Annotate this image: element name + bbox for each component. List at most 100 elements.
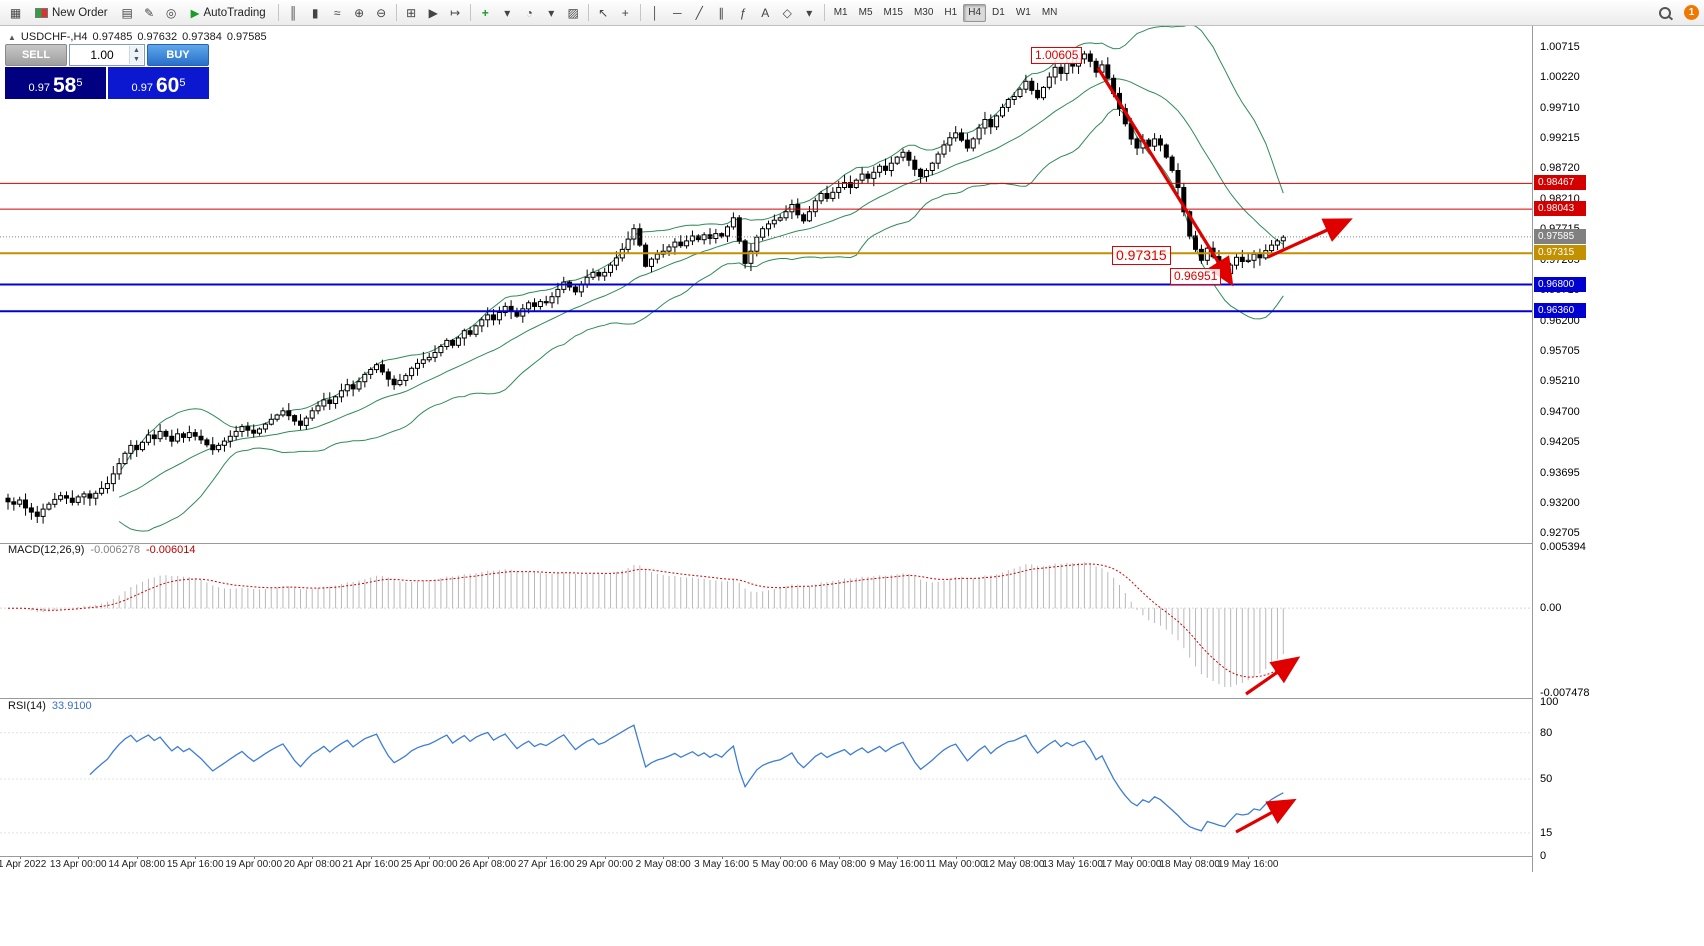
indicators-icon[interactable]: + [475, 3, 496, 23]
buy-price-pips: 60 [155, 74, 180, 97]
autotrading-button[interactable]: ▶ AutoTrading [183, 3, 274, 23]
price-axis-label: 1.00220 [1540, 71, 1580, 83]
zoom-in-icon[interactable]: ⊕ [349, 3, 370, 23]
trendline-icon[interactable]: ╱ [689, 3, 710, 23]
time-axis-tick [955, 857, 957, 859]
auto-scroll-icon: ▶ [428, 5, 438, 20]
bar-chart-icon[interactable]: ║ [283, 3, 304, 23]
fibonacci-icon[interactable]: ƒ [733, 3, 754, 23]
time-axis-tick [1189, 857, 1191, 859]
annotation-low-price[interactable]: 0.96951 [1170, 268, 1222, 285]
time-axis-tick [838, 857, 840, 859]
timeframe-d1[interactable]: D1 [987, 4, 1010, 22]
volume-up-button[interactable]: ▲ [130, 46, 143, 55]
annotation-peak-price[interactable]: 1.00605 [1031, 47, 1083, 64]
toolbar-separator [823, 4, 825, 21]
panel-separator-rsi[interactable] [0, 698, 1704, 699]
timeframe-h1[interactable]: H1 [939, 4, 962, 22]
toolbar-separator [587, 4, 589, 21]
chart-profiles-icon: ▤ [121, 5, 133, 20]
chart-canvas[interactable]: ▲ USDCHF-,H4 0.97485 0.97632 0.97384 0.9… [0, 26, 1532, 872]
buy-price[interactable]: 0.97 60 5 [108, 67, 209, 99]
rsi-axis-label: 0 [1540, 850, 1547, 862]
shapes-icon: ◇ [782, 5, 792, 20]
chart-profiles-icon[interactable]: ▤ [117, 3, 138, 23]
time-axis-tick [1248, 857, 1250, 859]
terminal-icon[interactable]: ◎ [161, 3, 182, 23]
crosshair-icon[interactable]: + [615, 3, 636, 23]
timeframe-mn[interactable]: MN [1037, 4, 1063, 22]
sell-button[interactable]: SELL [5, 44, 67, 66]
toolbar-separator [469, 4, 471, 21]
indicators-dropdown-icon[interactable]: ▾ [497, 3, 518, 23]
time-axis-tick [897, 857, 899, 859]
tile-windows-icon[interactable]: ⊞ [401, 3, 422, 23]
price-tag-0.97315: 0.97315 [1534, 245, 1586, 260]
time-axis-tick [253, 857, 255, 859]
time-axis-label: 3 May 16:00 [694, 859, 750, 870]
new-chart-icon[interactable]: ▦ [5, 3, 26, 23]
zoom-out-icon: ⊖ [376, 5, 387, 20]
shapes-icon[interactable]: ◇ [777, 3, 798, 23]
timeframe-h4[interactable]: H4 [963, 3, 987, 22]
search-icon[interactable] [1655, 3, 1679, 23]
price-axis[interactable]: 1.00715 1.00220 0.99710 0.99215 0.98720 0.982… [1533, 26, 1704, 872]
volume-down-button[interactable]: ▼ [130, 55, 143, 64]
vertical-line-icon[interactable]: │ [645, 3, 666, 23]
new-order-button[interactable]: New Order [27, 3, 116, 23]
buy-button[interactable]: BUY [147, 44, 209, 66]
zoom-out-icon[interactable]: ⊖ [371, 3, 392, 23]
fibonacci-icon: ƒ [739, 5, 747, 20]
volume-spin-buttons[interactable]: ▲ ▼ [129, 46, 143, 64]
time-axis-tick [546, 857, 548, 859]
text-icon[interactable]: A [755, 3, 776, 23]
sell-price[interactable]: 0.97 58 5 [5, 67, 106, 99]
new-order-icon [35, 7, 48, 18]
volume-value[interactable]: 1.00 [90, 48, 114, 62]
volume-stepper[interactable]: 1.00 ▲ ▼ [69, 44, 145, 66]
timeframe-m1[interactable]: M1 [829, 4, 853, 22]
shapes-dropdown-icon[interactable]: ▾ [799, 3, 820, 23]
price-tag-0.98043: 0.98043 [1534, 201, 1586, 216]
chart-shift-icon[interactable]: ↦ [445, 3, 466, 23]
candlestick-chart-icon[interactable]: ▮ [305, 3, 326, 23]
timeframe-m5[interactable]: M5 [854, 4, 878, 22]
price-axis-label: 0.99215 [1540, 132, 1580, 144]
timeframe-w1[interactable]: W1 [1011, 4, 1036, 22]
chart-plot[interactable] [0, 26, 1532, 872]
periods-icon[interactable]: ◔ [519, 3, 540, 23]
annotation-level-price[interactable]: 0.97315 [1112, 246, 1171, 265]
channel-icon[interactable]: ∥ [711, 3, 732, 23]
time-axis-separator [0, 856, 1704, 857]
time-axis-label: 27 Apr 16:00 [517, 859, 575, 870]
time-axis-label: 9 May 16:00 [869, 859, 925, 870]
metaeditor-icon[interactable]: ✎ [139, 3, 160, 23]
panel-separator-macd[interactable] [0, 543, 1704, 544]
cursor-icon[interactable]: ↖ [593, 3, 614, 23]
auto-scroll-icon[interactable]: ▶ [423, 3, 444, 23]
rsi-axis-label: 100 [1540, 696, 1559, 708]
line-chart-icon[interactable]: ≈ [327, 3, 348, 23]
templates-icon[interactable]: ▨ [563, 3, 584, 23]
ohlc-close: 0.97585 [226, 31, 267, 43]
chart-symbol-period: USDCHF-,H4 [20, 31, 88, 43]
macd-indicator-label: MACD(12,26,9) -0.006278 -0.006014 [8, 544, 196, 556]
time-axis-tick [1131, 857, 1133, 859]
ohlc-low: 0.97384 [182, 31, 222, 43]
new-chart-icon: ▦ [9, 5, 22, 20]
periods-dropdown-icon[interactable]: ▾ [541, 3, 562, 23]
notification-badge[interactable]: 1 [1684, 5, 1699, 20]
time-axis-label: 21 Apr 16:00 [342, 859, 400, 870]
macd-main-value: -0.006278 [90, 544, 140, 556]
timeframe-m15[interactable]: M15 [879, 4, 908, 22]
time-axis-label: 13 May 16:00 [1042, 859, 1103, 870]
time-axis-tick [780, 857, 782, 859]
timeframe-m30[interactable]: M30 [909, 4, 938, 22]
time-axis-label: 20 Apr 08:00 [283, 859, 341, 870]
time-axis-tick [1072, 857, 1074, 859]
periods-dropdown-icon: ▾ [548, 5, 555, 20]
buy-price-point: 5 [179, 77, 186, 89]
horizontal-line-icon[interactable]: ─ [667, 3, 688, 23]
time-axis-label: 19 Apr 00:00 [225, 859, 283, 870]
